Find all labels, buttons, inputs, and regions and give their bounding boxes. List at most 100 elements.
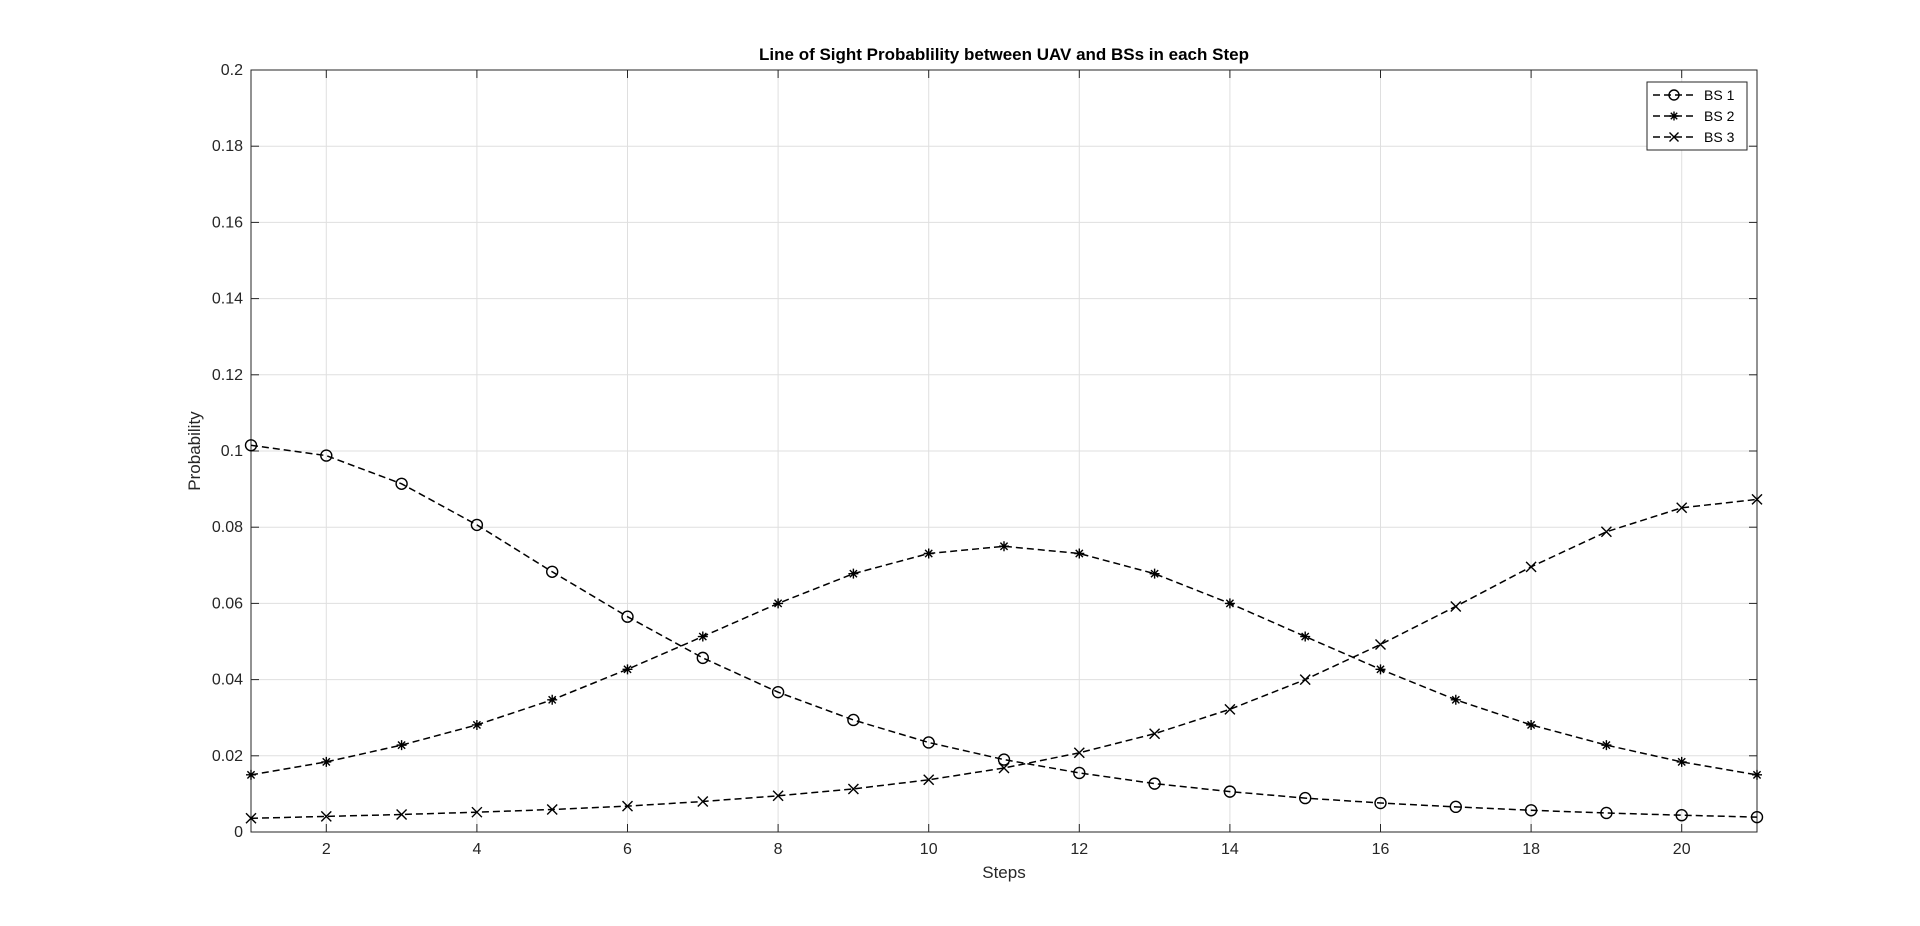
data-point bbox=[697, 796, 709, 808]
data-point bbox=[1224, 598, 1235, 609]
data-point bbox=[396, 740, 407, 751]
y-tick-label: 0.2 bbox=[221, 62, 243, 79]
data-point bbox=[1526, 719, 1537, 730]
x-tick-label: 12 bbox=[1070, 841, 1088, 858]
legend-marker bbox=[1669, 132, 1679, 142]
data-point bbox=[696, 651, 709, 665]
data-point bbox=[244, 439, 258, 452]
data-point bbox=[1524, 804, 1538, 817]
series-1 bbox=[244, 439, 1764, 824]
data-point bbox=[245, 812, 257, 824]
legend-box bbox=[1646, 81, 1748, 151]
data-point bbox=[246, 769, 256, 780]
x-tick-label: 8 bbox=[774, 841, 783, 858]
data-point bbox=[1375, 639, 1386, 651]
data-point bbox=[546, 804, 558, 816]
x-tick-label: 10 bbox=[920, 841, 938, 858]
x-axis-label: Steps bbox=[982, 863, 1025, 882]
legend-label: BS 2 bbox=[1704, 108, 1735, 124]
data-point bbox=[1676, 756, 1687, 767]
x-tick-label: 14 bbox=[1221, 841, 1239, 858]
legend-label: BS 1 bbox=[1704, 87, 1735, 103]
data-point bbox=[847, 713, 860, 727]
chart-title: Line of Sight Probablility between UAV a… bbox=[759, 45, 1249, 64]
data-point bbox=[1600, 526, 1612, 538]
data-point bbox=[771, 685, 785, 699]
legend: BS 1 BS 2 BS 3 bbox=[1646, 81, 1748, 151]
data-point bbox=[997, 753, 1011, 766]
data-point bbox=[396, 808, 408, 820]
legend-marker bbox=[1668, 89, 1680, 101]
data-point bbox=[697, 631, 708, 642]
data-point bbox=[773, 598, 784, 609]
data-point bbox=[1750, 810, 1764, 824]
series-3 bbox=[245, 493, 1763, 824]
x-tick-label: 2 bbox=[322, 841, 331, 858]
data-point bbox=[622, 800, 633, 812]
series-2 bbox=[246, 541, 1762, 780]
data-point bbox=[1375, 664, 1386, 675]
x-tick-label: 4 bbox=[472, 841, 481, 858]
y-tick-label: 0.06 bbox=[212, 595, 243, 612]
data-point bbox=[923, 548, 934, 559]
y-tick-label: 0.18 bbox=[212, 138, 243, 155]
data-point bbox=[1374, 796, 1387, 810]
data-point bbox=[922, 736, 935, 749]
data-point bbox=[1675, 809, 1688, 822]
data-point bbox=[923, 774, 935, 786]
data-point bbox=[1224, 703, 1236, 715]
y-tick-label: 0.04 bbox=[212, 672, 243, 689]
y-axis-label: Probability bbox=[185, 411, 204, 491]
data-point bbox=[470, 518, 484, 532]
data-point bbox=[772, 790, 784, 802]
data-point bbox=[1298, 791, 1312, 805]
grid bbox=[251, 69, 1757, 833]
data-point bbox=[1751, 493, 1763, 505]
data-point bbox=[622, 664, 633, 675]
data-point bbox=[1600, 806, 1613, 820]
data-point bbox=[1299, 674, 1311, 686]
data-point bbox=[847, 783, 859, 795]
data-point bbox=[999, 541, 1009, 552]
data-point bbox=[395, 477, 408, 490]
legend-label: BS 3 bbox=[1704, 129, 1735, 145]
data-point bbox=[1450, 694, 1461, 705]
data-point bbox=[471, 806, 483, 818]
y-tick-label: 0.1 bbox=[221, 443, 243, 460]
data-point bbox=[1450, 600, 1462, 612]
y-tick-label: 0.08 bbox=[212, 519, 243, 536]
data-point bbox=[1676, 502, 1688, 514]
series-line-2 bbox=[250, 545, 1758, 776]
data-point bbox=[547, 694, 558, 705]
data-point bbox=[546, 565, 559, 578]
data-point bbox=[1300, 631, 1311, 642]
data-point bbox=[1525, 561, 1537, 573]
data-point bbox=[471, 719, 482, 730]
y-tick-label: 0.14 bbox=[212, 291, 243, 308]
x-tick-label: 20 bbox=[1673, 841, 1691, 858]
data-point bbox=[1149, 568, 1160, 579]
x-tick-label: 6 bbox=[623, 841, 632, 858]
data-point bbox=[1601, 740, 1612, 751]
data-point bbox=[1449, 800, 1463, 814]
legend-marker bbox=[1669, 111, 1679, 121]
y-tick-label: 0.16 bbox=[212, 214, 243, 231]
y-tick-label: 0.02 bbox=[212, 748, 243, 765]
legend-item-1: BS 1 bbox=[1653, 87, 1735, 103]
data-point bbox=[1073, 766, 1086, 780]
data-point bbox=[320, 449, 333, 462]
data-point bbox=[1752, 769, 1762, 780]
legend-item-3: BS 3 bbox=[1653, 129, 1735, 145]
y-tick-label: 0 bbox=[234, 824, 243, 841]
data-point bbox=[848, 568, 859, 579]
data-point bbox=[1073, 747, 1085, 759]
legend-item-2: BS 2 bbox=[1653, 108, 1735, 124]
data-point bbox=[321, 756, 332, 767]
x-tick-label: 18 bbox=[1522, 841, 1540, 858]
series-layer bbox=[244, 439, 1764, 824]
data-point bbox=[1074, 548, 1085, 559]
y-tick-label: 0.12 bbox=[212, 367, 243, 384]
data-point bbox=[320, 810, 332, 822]
